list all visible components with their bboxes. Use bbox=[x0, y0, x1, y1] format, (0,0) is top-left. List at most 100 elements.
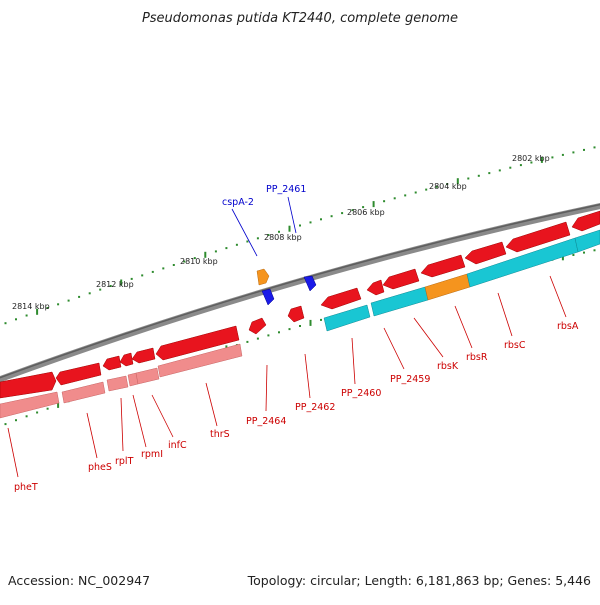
minor-tick bbox=[299, 325, 301, 327]
gene-arrow[interactable] bbox=[320, 287, 362, 310]
major-tick bbox=[561, 254, 564, 261]
gene-arrow[interactable] bbox=[505, 221, 571, 253]
minor-tick bbox=[278, 331, 280, 334]
minor-tick bbox=[498, 169, 501, 172]
gene-bar[interactable] bbox=[135, 367, 160, 385]
gene-bar[interactable] bbox=[157, 343, 243, 378]
minor-tick bbox=[446, 183, 449, 185]
gene-arrow[interactable] bbox=[102, 355, 122, 371]
minor-tick bbox=[583, 251, 585, 254]
gene-arrow[interactable] bbox=[420, 254, 466, 278]
gene-arrow[interactable] bbox=[248, 317, 267, 335]
gene-bar[interactable] bbox=[424, 273, 471, 301]
gene-bar[interactable] bbox=[61, 381, 106, 404]
gene-arrow[interactable] bbox=[0, 371, 57, 399]
gene-label-pp2460[interactable]: PP_2460 bbox=[341, 388, 381, 399]
minor-tick bbox=[57, 303, 60, 306]
minor-tick bbox=[267, 234, 270, 236]
major-tick bbox=[288, 225, 291, 232]
minor-tick bbox=[67, 299, 70, 302]
minor-tick bbox=[530, 161, 533, 164]
minor-tick bbox=[36, 411, 39, 414]
gene-bar[interactable] bbox=[323, 304, 371, 332]
gene-label-rbsr[interactable]: rbsR bbox=[466, 352, 488, 363]
feature-track-main bbox=[0, 210, 600, 399]
gene-arrow[interactable] bbox=[119, 352, 134, 367]
feature-track-lower bbox=[0, 229, 600, 419]
minor-tick bbox=[15, 318, 17, 321]
gene-bar[interactable] bbox=[106, 375, 129, 392]
gene-arrow[interactable] bbox=[464, 241, 507, 265]
gene-bar[interactable] bbox=[0, 391, 60, 419]
minor-tick bbox=[362, 206, 365, 209]
gene-label-pp2462[interactable]: PP_2462 bbox=[295, 402, 335, 413]
major-tick bbox=[372, 201, 375, 208]
gene-arrow[interactable] bbox=[155, 325, 240, 361]
minor-tick bbox=[351, 209, 354, 212]
minor-tick bbox=[561, 153, 564, 156]
minor-tick bbox=[15, 419, 17, 422]
minor-tick bbox=[551, 156, 554, 159]
minor-tick bbox=[425, 188, 428, 191]
minor-tick bbox=[246, 240, 249, 243]
minor-tick bbox=[162, 267, 165, 270]
gene-label-rbsk[interactable]: rbsK bbox=[437, 361, 459, 372]
minor-tick bbox=[309, 221, 312, 224]
minor-tick bbox=[278, 230, 280, 233]
gene-arrow[interactable] bbox=[55, 362, 102, 386]
gene-label-rbsc[interactable]: rbsC bbox=[504, 340, 526, 351]
gene-arrow[interactable] bbox=[261, 288, 275, 306]
gene-label-pp2464[interactable]: PP_2464 bbox=[246, 416, 286, 427]
gene-label-phet[interactable]: pheT bbox=[14, 482, 38, 493]
minor-tick bbox=[572, 151, 575, 154]
minor-tick bbox=[583, 148, 585, 151]
gene-label-rpmi[interactable]: rpmI bbox=[141, 449, 163, 460]
minor-tick bbox=[256, 337, 259, 340]
minor-tick bbox=[383, 200, 386, 203]
gene-arrow[interactable] bbox=[303, 275, 317, 292]
gene-label-rplt[interactable]: rplT bbox=[115, 456, 134, 467]
label-leaders bbox=[7, 196, 567, 478]
genome-title: Pseudomonas putida KT2440, complete geno… bbox=[142, 11, 458, 26]
minor-tick bbox=[509, 166, 512, 169]
gene-arrow[interactable] bbox=[366, 279, 385, 296]
minor-tick bbox=[593, 249, 596, 252]
gene-arrow[interactable] bbox=[571, 210, 600, 232]
tick-label: 2812 kbp bbox=[96, 280, 134, 289]
minor-tick bbox=[25, 314, 28, 317]
major-tick bbox=[120, 279, 123, 286]
gene-label-pp2461[interactable]: PP_2461 bbox=[266, 184, 306, 195]
gene-label-infc[interactable]: infC bbox=[168, 440, 187, 451]
minor-tick bbox=[235, 243, 238, 246]
minor-tick bbox=[393, 197, 396, 200]
minor-tick bbox=[593, 146, 596, 149]
gene-label-phes[interactable]: pheS bbox=[88, 462, 112, 473]
minor-tick bbox=[4, 423, 7, 426]
minor-tick bbox=[246, 340, 249, 343]
gene-arrow[interactable] bbox=[131, 347, 156, 364]
minor-tick bbox=[225, 247, 228, 250]
outer-tick-track bbox=[4, 146, 596, 325]
minor-tick bbox=[25, 415, 28, 418]
minor-tick bbox=[320, 218, 322, 221]
major-tick bbox=[204, 251, 207, 258]
major-tick bbox=[309, 319, 312, 326]
minor-tick bbox=[267, 334, 270, 337]
major-tick bbox=[57, 401, 60, 408]
major-tick bbox=[36, 308, 39, 315]
gene-label-pp2459[interactable]: PP_2459 bbox=[390, 374, 430, 385]
gene-bar[interactable] bbox=[574, 229, 600, 253]
gene-arrow[interactable] bbox=[382, 268, 420, 290]
minor-tick bbox=[78, 295, 81, 298]
minor-tick bbox=[320, 318, 322, 321]
minor-tick bbox=[46, 307, 49, 309]
gene-label-cspa2[interactable]: cspA-2 bbox=[222, 197, 254, 208]
gene-arrow[interactable] bbox=[287, 305, 305, 323]
gene-label-thrs[interactable]: thrS bbox=[210, 429, 230, 440]
gene-arrow[interactable] bbox=[256, 268, 270, 286]
minor-tick bbox=[288, 328, 291, 331]
gene-label-rbsa[interactable]: rbsA bbox=[557, 321, 579, 332]
minor-tick bbox=[404, 194, 407, 197]
